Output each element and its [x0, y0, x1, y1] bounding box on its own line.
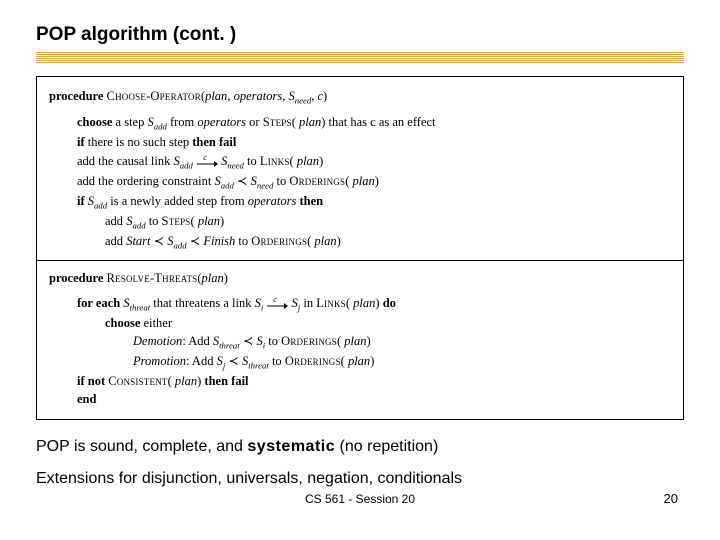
p1-line7: add Start ≺ Sadd ≺ Finish to Orderings( …: [49, 232, 671, 252]
p1-line6: add Sadd to Steps( plan): [49, 212, 671, 232]
below-line2: Extensions for disjunction, universals, …: [36, 470, 684, 488]
slide-title: POP algorithm (cont. ): [36, 24, 684, 46]
p1-line1: choose a step Sadd from operators or Ste…: [49, 113, 671, 133]
p2-line1: for each Sthreat that threatens a link S…: [49, 294, 671, 314]
p1-line4: add the ordering constraint Sadd ≺ Sneed…: [49, 172, 671, 192]
proc2-header: procedure Resolve-Threats(plan): [49, 269, 671, 287]
p2-line6: end: [49, 390, 671, 408]
causal-arrow-icon: c: [266, 299, 288, 309]
svg-text:c: c: [274, 297, 278, 304]
p2-line4: Promotion: Add Sj ≺ Sthreat to Orderings…: [49, 352, 671, 372]
p2-line5: if not Consistent( plan) then fail: [49, 372, 671, 390]
svg-text:c: c: [203, 155, 207, 162]
page-number: 20: [664, 491, 678, 506]
p1-line5: if Sadd is a newly added step from opera…: [49, 192, 671, 212]
algorithm-box: procedure Choose-Operator(plan, operator…: [36, 76, 684, 420]
below-text: POP is sound, complete, and systematic (…: [36, 438, 684, 488]
proc1-header: procedure Choose-Operator(plan, operator…: [49, 87, 671, 107]
causal-arrow-icon: c: [196, 157, 218, 167]
kw-procedure: procedure: [49, 89, 103, 103]
title-underline: [36, 52, 684, 66]
p1-line2: if there is no such step then fail: [49, 133, 671, 151]
algo-divider: [37, 260, 683, 261]
p1-line3: add the causal link Sadd c Sneed to Link…: [49, 152, 671, 172]
p2-line2: choose either: [49, 314, 671, 332]
p2-line3: Demotion: Add Sthreat ≺ Si to Orderings(…: [49, 332, 671, 352]
below-line1: POP is sound, complete, and systematic (…: [36, 438, 684, 456]
footer-center: CS 561 - Session 20: [0, 492, 720, 506]
proc1-name: Choose-Operator: [107, 89, 201, 103]
